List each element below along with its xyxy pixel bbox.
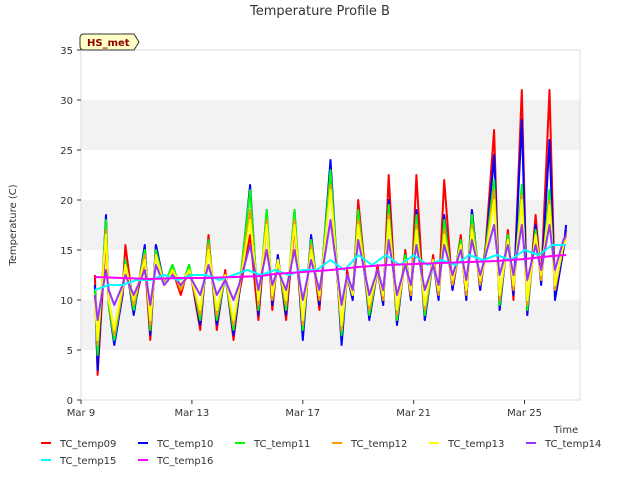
- site-badge: HS_met: [79, 33, 140, 51]
- legend-label: TC_temp14: [544, 439, 601, 450]
- y-axis: 0 5 10 15 20 25 30 35: [60, 46, 81, 407]
- y-axis-label: Temperature (C): [8, 184, 19, 266]
- y-tick-label: 0: [67, 396, 73, 407]
- series-line-TC_temp14: [93, 219, 567, 321]
- x-axis: Mar 9 Mar 13 Mar 17 Mar 21 Mar 25: [67, 400, 542, 419]
- grid-band: [81, 300, 580, 350]
- series-lines: [93, 89, 568, 376]
- y-tick-label: 20: [60, 196, 73, 207]
- legend: TC_temp09 TC_temp10 TC_temp11 TC_temp12 TC_t…: [41, 439, 601, 467]
- x-tick-label: Mar 17: [285, 408, 320, 419]
- y-tick-label: 10: [60, 296, 73, 307]
- legend-label: TC_temp12: [350, 439, 407, 450]
- grid-band: [81, 100, 580, 150]
- y-tick-label: 15: [60, 246, 73, 257]
- site-badge-label: HS_met: [87, 38, 130, 49]
- x-tick-label: Mar 21: [396, 408, 431, 419]
- x-tick-label: Mar 25: [507, 408, 542, 419]
- legend-label: TC_temp16: [156, 456, 213, 467]
- plot-area: [80, 49, 581, 401]
- y-tick-label: 5: [67, 346, 73, 357]
- site-badge-shape: [79, 33, 140, 51]
- chart-title: Temperature Profile B: [249, 4, 390, 19]
- legend-label: TC_temp09: [59, 439, 116, 450]
- y-tick-label: 35: [60, 46, 73, 57]
- legend-label: TC_temp10: [156, 439, 213, 450]
- y-tick-label: 25: [60, 146, 73, 157]
- x-axis-label: Time: [553, 425, 578, 436]
- legend-label: TC_temp11: [253, 439, 310, 450]
- x-tick-label: Mar 9: [67, 408, 95, 419]
- y-tick-label: 30: [60, 96, 73, 107]
- legend-label: TC_temp15: [59, 456, 116, 467]
- legend-label: TC_temp13: [447, 439, 504, 450]
- series-line-TC_temp16: [94, 254, 567, 280]
- x-tick-label: Mar 13: [174, 408, 209, 419]
